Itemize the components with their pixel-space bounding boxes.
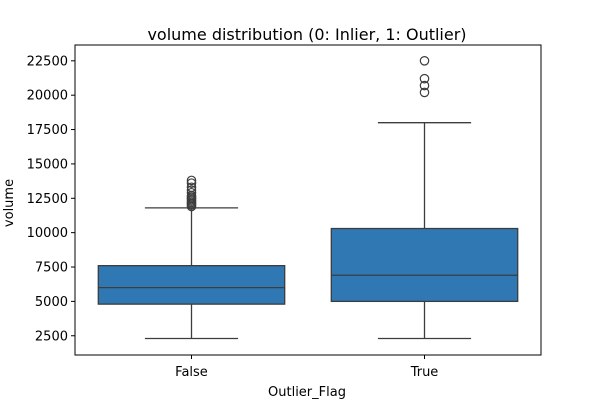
outlier-point: [186, 182, 197, 193]
y-axis-label: volume: [2, 179, 17, 227]
y-tick-label: 17500: [27, 123, 68, 138]
outlier-point: [186, 175, 197, 186]
box-group-true: [330, 56, 519, 340]
x-axis-ticks: False True: [175, 355, 438, 380]
plot-area: [97, 56, 519, 340]
y-tick-label: 10000: [27, 226, 68, 241]
plot-frame: [74, 44, 542, 356]
x-tick-label: False: [175, 365, 208, 380]
outlier-point: [419, 56, 430, 66]
outlier-point: [186, 178, 197, 188]
y-tick-label: 12500: [27, 192, 68, 207]
y-tick-label: 5000: [35, 295, 68, 310]
x-tick-label: True: [410, 365, 439, 380]
y-tick-label: 15000: [27, 157, 68, 172]
iqr-box: [97, 264, 286, 305]
y-tick-label: 22500: [27, 54, 68, 69]
box-group-false: [97, 175, 286, 340]
outlier-point: [186, 185, 197, 195]
chart-title: volume distribution (0: Inlier, 1: Outli…: [147, 25, 466, 44]
outlier-point: [419, 73, 430, 84]
x-axis-label: Outlier_Flag: [268, 385, 346, 400]
y-axis-ticks: 2500 5000 7500 10000 12500 15000 17500 20000 225…: [27, 54, 75, 344]
outlier-point: [419, 80, 430, 91]
y-tick-label: 20000: [27, 89, 68, 104]
iqr-box: [330, 227, 519, 303]
outlier-point: [419, 87, 430, 98]
y-tick-label: 7500: [35, 261, 68, 276]
outlier-point: [186, 187, 197, 198]
y-tick-label: 2500: [35, 329, 68, 344]
